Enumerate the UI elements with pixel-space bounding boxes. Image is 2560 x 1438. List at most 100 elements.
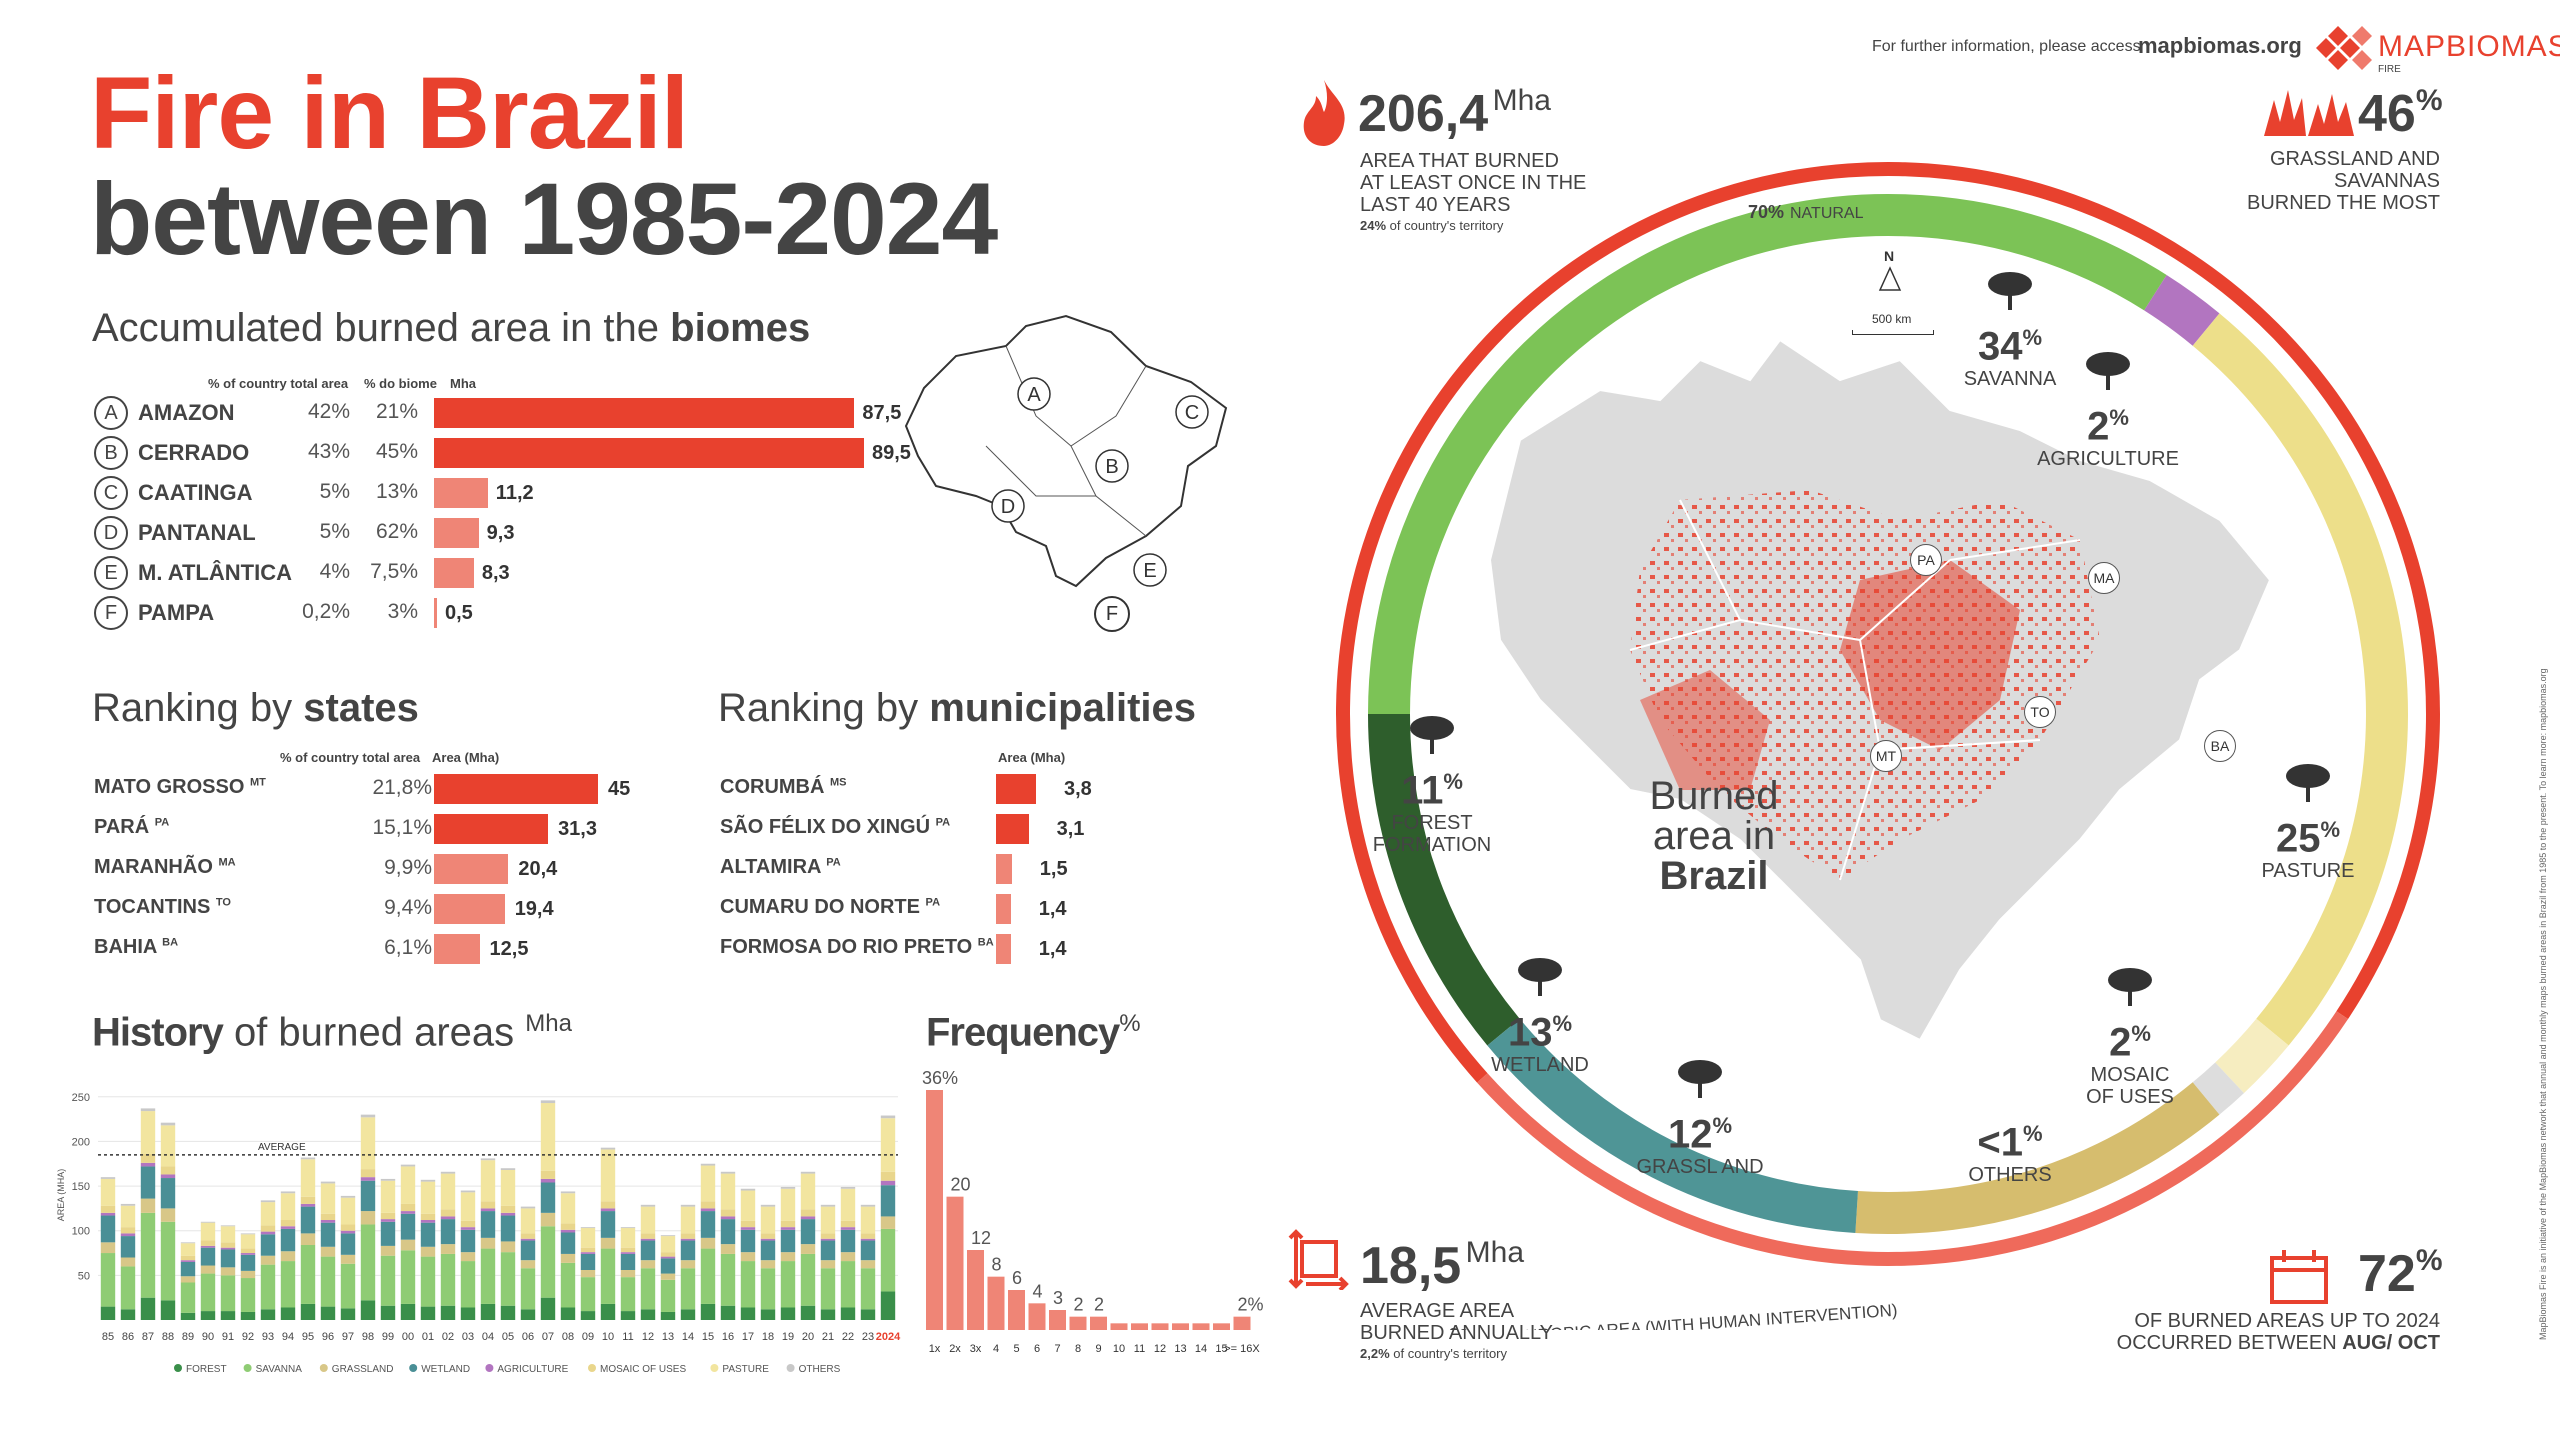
municipality-name: ALTAMIRA PA [720, 856, 841, 878]
stat-annual-note: 2,2% of country's territory [1360, 1346, 1507, 1361]
frequency-xtick: 10 [1113, 1343, 1125, 1355]
stat-annual-value: 18,5 [1360, 1237, 1462, 1295]
history-xtick: 23 [862, 1331, 874, 1343]
history-bar-segment [300, 1196, 316, 1204]
history-bar-segment [340, 1195, 356, 1198]
history-bar-segment [360, 1117, 376, 1170]
frequency-bar [1233, 1316, 1251, 1330]
stat-total-text3: LAST 40 YEARS [1360, 194, 1511, 216]
history-bar-segment [100, 1212, 116, 1216]
biomes-title-regular: Accumulated burned area in the [92, 306, 660, 350]
history-bar-segment [680, 1240, 696, 1261]
history-bar-segment [600, 1248, 616, 1304]
history-xtick: 18 [762, 1331, 774, 1343]
stat-annual-note-bold: 2,2% [1360, 1346, 1390, 1361]
state-bar [434, 814, 549, 844]
frequency-value-label: 2 [1074, 1295, 1084, 1315]
history-bar-segment [800, 1305, 816, 1320]
history-bar-segment [680, 1268, 696, 1310]
history-bar-segment [580, 1247, 596, 1253]
frequency-xtick: 5 [1013, 1343, 1019, 1355]
history-xtick: 95 [302, 1331, 314, 1343]
history-legend-label: GRASSLAND [332, 1364, 394, 1375]
history-bar-segment [220, 1225, 236, 1227]
history-bar-segment [300, 1203, 316, 1207]
map-state-marker: TO [2024, 696, 2056, 728]
history-xtick: 17 [742, 1331, 754, 1343]
history-bar-segment [240, 1233, 256, 1235]
history-legend-marker [485, 1364, 494, 1372]
municipalities-title-regular: Ranking by [718, 686, 919, 730]
history-bar-segment [160, 1166, 176, 1175]
history-xtick: 87 [142, 1331, 154, 1343]
municipality-abbr: MS [830, 776, 847, 789]
history-bar-segment [780, 1188, 796, 1221]
history-legend-label: PASTURE [722, 1364, 769, 1375]
history-bar-segment [360, 1300, 376, 1320]
history-bar-segment [220, 1226, 236, 1243]
history-bar-segment [680, 1233, 696, 1239]
history-xtick: 99 [382, 1331, 394, 1343]
municipality-value: 1,4 [1038, 938, 1067, 960]
history-bar-segment [800, 1209, 816, 1217]
history-bar-segment [220, 1267, 236, 1276]
history-bar-segment [520, 1233, 536, 1239]
history-bar-segment [840, 1188, 856, 1221]
history-bar-segment [520, 1240, 536, 1261]
frequency-bar [926, 1090, 943, 1330]
history-bar-segment [140, 1153, 156, 1163]
stat-season-text: OF BURNED AREAS UP TO 2024 OCCURRED BETW… [2100, 1310, 2440, 1354]
history-bar-segment [100, 1178, 116, 1206]
map-center-label: Burned area in Brazil [1634, 776, 1794, 896]
calendar-icon [2268, 1248, 2330, 1311]
states-title-bold: states [303, 686, 419, 730]
biome-biome-pct: 21% [375, 400, 418, 423]
state-name: MATO GROSSO MT [94, 776, 266, 798]
biome-name: M. ATLÂNTICA [138, 560, 292, 585]
stat-annual: 18,5 Mha [1360, 1236, 1524, 1296]
biome-biome-pct: 13% [375, 480, 418, 503]
history-bar-segment [560, 1193, 576, 1224]
history-xtick: 12 [642, 1331, 654, 1343]
frequency-xtick: 8 [1075, 1343, 1081, 1355]
mapbiomas-logo-icon[interactable] [2306, 20, 2376, 76]
history-bar-segment [640, 1240, 656, 1261]
history-bar-segment [400, 1239, 416, 1251]
history-bar-segment [360, 1114, 376, 1118]
history-bar-segment [560, 1262, 576, 1308]
biome-value: 87,5 [862, 402, 902, 424]
history-bar-segment [560, 1229, 576, 1233]
municipality-value: 1,4 [1038, 898, 1067, 920]
donut-slice [2192, 313, 2408, 1046]
state-value: 31,3 [558, 818, 597, 840]
history-bar-segment [320, 1256, 336, 1307]
info-link[interactable]: mapbiomas.org [2138, 33, 2302, 58]
history-bar-segment [180, 1276, 196, 1283]
history-bar-segment [520, 1309, 536, 1320]
frequency-xtick: 1x [929, 1343, 941, 1355]
donut-slice [1368, 194, 2167, 715]
outer-ring-anthropic [1477, 1011, 2349, 1267]
history-bar-segment [640, 1260, 656, 1269]
history-xtick: 98 [362, 1331, 374, 1343]
history-bar-segment [620, 1228, 636, 1248]
history-bar-segment [840, 1307, 856, 1320]
history-bar-segment [640, 1206, 656, 1234]
history-bar-segment [680, 1204, 696, 1207]
biomes-table: A AMAZON 42% 21% 87,5 B CERRADO 43% 45% 89,5 C CAAT… [94, 396, 914, 636]
history-bar-segment [760, 1268, 776, 1310]
burned-area-map [1480, 320, 2300, 1060]
history-bar-segment [820, 1233, 836, 1239]
history-bar-segment [300, 1245, 316, 1304]
history-bar-segment [640, 1309, 656, 1320]
history-bar-segment [140, 1212, 156, 1298]
history-bar-segment [620, 1311, 636, 1320]
history-bar-segment [780, 1229, 796, 1253]
history-bar-segment [620, 1252, 636, 1254]
biome-biome-pct: 45% [375, 440, 418, 463]
history-bar-segment [840, 1220, 856, 1228]
history-bar-segment [100, 1177, 116, 1179]
history-legend-marker [409, 1364, 418, 1372]
municipality-bar [996, 854, 1012, 884]
biome-name: AMAZON [138, 400, 235, 425]
